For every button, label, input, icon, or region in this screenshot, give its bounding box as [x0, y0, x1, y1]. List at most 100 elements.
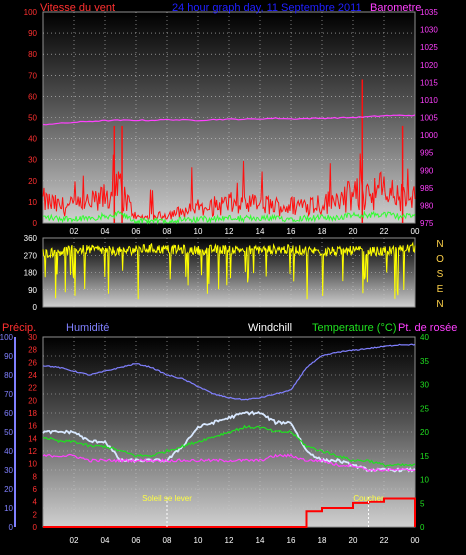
wind-tick-label: 50 — [28, 114, 37, 123]
humidity-label: Humidité — [66, 322, 109, 334]
precip-tick-label: 28 — [28, 346, 37, 355]
x-tick-label: 10 — [194, 227, 203, 236]
wind-tick-label: 60 — [28, 92, 37, 101]
x-tick-label: 08 — [163, 536, 172, 545]
wind-speed-line — [42, 153, 416, 223]
temperature-label: Temperature (°C) — [312, 322, 396, 334]
temp-tick-label: 10 — [420, 476, 429, 485]
precip-tick-label: 14 — [28, 434, 37, 443]
compass-letter: O — [436, 254, 444, 265]
x-tick-label: 12 — [225, 227, 234, 236]
precip-tick-label: 2 — [33, 510, 38, 519]
x-tick-label: 18 — [318, 536, 327, 545]
precip-tick-label: 0 — [33, 523, 38, 532]
temp-tick-label: 35 — [420, 357, 429, 366]
precip-tick-label: 18 — [28, 409, 37, 418]
humidity-tick-label: 30 — [4, 466, 13, 475]
wind-tick-label: 90 — [28, 29, 37, 38]
temp-tick-label: 40 — [420, 333, 429, 342]
wind-tick-label: 20 — [28, 177, 37, 186]
precip-tick-label: 4 — [33, 498, 38, 507]
x-tick-label: 02 — [70, 227, 79, 236]
humidity-tick-label: 10 — [4, 504, 13, 513]
pressure-tick-label: 985 — [420, 184, 434, 193]
x-tick-label: 10 — [194, 536, 203, 545]
precip-tick-label: 10 — [28, 460, 37, 469]
direction-tick-label: 180 — [24, 269, 38, 278]
humidity-tick-label: 50 — [4, 428, 13, 437]
barometer-label: Barometre — [370, 2, 421, 14]
humidity-tick-label: 80 — [4, 371, 13, 380]
x-tick-label: 16 — [287, 536, 296, 545]
precip-tick-label: 30 — [28, 333, 37, 342]
wind-tick-label: 100 — [24, 8, 38, 17]
pressure-tick-label: 990 — [420, 166, 434, 175]
humidity-tick-label: 60 — [4, 409, 13, 418]
temp-tick-label: 5 — [420, 499, 425, 508]
x-tick-label: 20 — [349, 227, 358, 236]
sunset-label: Coucher — [353, 494, 384, 503]
direction-tick-label: 270 — [24, 251, 38, 260]
wind-tick-label: 30 — [28, 156, 37, 165]
precip-tick-label: 24 — [28, 371, 37, 380]
compass-letter: N — [436, 239, 443, 250]
humidity-tick-label: 100 — [0, 333, 14, 342]
x-tick-label: 04 — [101, 536, 110, 545]
x-tick-label: 06 — [132, 536, 141, 545]
temperature-line — [42, 424, 416, 468]
x-tick-label: 22 — [380, 536, 389, 545]
windchill-line — [42, 410, 416, 473]
precip-tick-label: 16 — [28, 422, 37, 431]
direction-tick-label: 90 — [28, 286, 37, 295]
wind-speed-label: Vitesse du vent — [40, 2, 115, 14]
pressure-tick-label: 995 — [420, 149, 434, 158]
temp-tick-label: 30 — [420, 381, 429, 390]
chart-title: 24 hour graph day, 11 Septembre 2011 — [172, 2, 362, 14]
compass-letter: E — [437, 284, 444, 295]
pressure-tick-label: 980 — [420, 201, 434, 210]
x-tick-label: 14 — [256, 227, 265, 236]
wind-tick-label: 0 — [33, 219, 38, 228]
precip-tick-label: 12 — [28, 447, 37, 456]
sunrise-label: Soleil se lever — [142, 494, 192, 503]
x-tick-label: 00 — [411, 536, 420, 545]
x-tick-label: 16 — [287, 227, 296, 236]
precip-tick-label: 22 — [28, 384, 37, 393]
precip-tick-label: 26 — [28, 358, 37, 367]
x-tick-label: 20 — [349, 536, 358, 545]
wind-tick-label: 40 — [28, 135, 37, 144]
compass-letter: S — [437, 269, 444, 280]
humidity-tick-label: 70 — [4, 390, 13, 399]
pressure-tick-label: 975 — [420, 219, 434, 228]
bottom-panel: Précip. Humidité Windchill Temperature (… — [0, 322, 457, 545]
direction-tick-label: 360 — [24, 234, 38, 243]
temp-tick-label: 15 — [420, 452, 429, 461]
temp-tick-label: 0 — [420, 523, 425, 532]
x-tick-label: 08 — [163, 227, 172, 236]
pressure-line — [42, 114, 416, 126]
temp-tick-label: 25 — [420, 404, 429, 413]
precip-label: Précip. — [2, 322, 36, 334]
precip-tick-label: 20 — [28, 396, 37, 405]
humidity-tick-label: 0 — [9, 523, 14, 532]
wind-tick-label: 80 — [28, 50, 37, 59]
temp-tick-label: 20 — [420, 428, 429, 437]
top-panel: Vitesse du vent 24 hour graph day, 11 Se… — [24, 2, 439, 236]
x-tick-label: 00 — [411, 227, 420, 236]
x-tick-label: 12 — [225, 536, 234, 545]
x-tick-label: 18 — [318, 227, 327, 236]
precip-tick-label: 6 — [33, 485, 38, 494]
x-tick-label: 06 — [132, 227, 141, 236]
wind-tick-label: 10 — [28, 198, 37, 207]
pressure-tick-label: 1025 — [420, 43, 438, 52]
pressure-tick-label: 1035 — [420, 8, 438, 17]
pressure-tick-label: 1000 — [420, 131, 438, 140]
direction-tick-label: 0 — [33, 303, 38, 312]
dewpoint-line — [42, 453, 416, 473]
humidity-tick-label: 20 — [4, 485, 13, 494]
pressure-tick-label: 1015 — [420, 78, 438, 87]
x-tick-label: 04 — [101, 227, 110, 236]
pressure-tick-label: 1020 — [420, 61, 438, 70]
pressure-tick-label: 1010 — [420, 96, 438, 105]
